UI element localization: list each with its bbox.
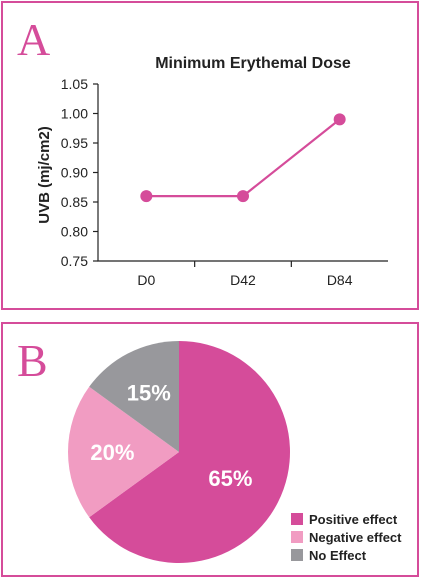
y-tick-label: 0.75 — [61, 253, 88, 269]
chart-title: Minimum Erythemal Dose — [155, 55, 351, 72]
legend-swatch — [291, 531, 303, 543]
pie-slice — [89, 341, 179, 452]
y-tick-label: 0.90 — [61, 165, 88, 181]
y-tick-label: 1.00 — [61, 106, 88, 122]
legend-label: Negative effect — [309, 529, 402, 545]
legend-item: Negative effect — [291, 528, 401, 546]
data-point — [333, 113, 346, 126]
panel-a-label: A — [17, 14, 51, 65]
x-tick-label: D0 — [137, 272, 155, 288]
panel-b-label: B — [17, 335, 48, 386]
legend-label: No Effect — [309, 547, 367, 563]
line-chart: Minimum Erythemal Dose UVB (mj/cm2) 0.75… — [36, 55, 388, 288]
y-tick-label: 0.80 — [61, 224, 88, 240]
series-line — [146, 118, 341, 198]
data-point — [237, 190, 249, 203]
x-tick-label: D84 — [327, 272, 353, 288]
y-tick-label: 1.05 — [61, 76, 88, 92]
legend-label: Positive effect — [309, 511, 398, 527]
pie-slice — [68, 386, 179, 518]
data-point — [140, 190, 153, 203]
pie-slice — [89, 341, 291, 563]
y-tick-label: 0.95 — [61, 135, 88, 151]
x-tick-label: D42 — [230, 272, 256, 288]
y-tick-label: 0.85 — [61, 194, 88, 210]
panel-b: B 65% 20% 15% Positive effect Negative effe… — [1, 322, 419, 577]
y-axis-label: UVB (mj/cm2) — [36, 126, 53, 224]
slice-label: 65% — [208, 466, 252, 491]
legend-item: No Effect — [291, 546, 401, 564]
panel-a: A Minimum Erythemal Dose UVB (mj/cm2) 0.… — [1, 1, 419, 310]
axes — [97, 84, 388, 262]
legend-item: Positive effect — [291, 510, 401, 528]
pie-chart: 65% 20% 15% — [68, 341, 291, 563]
slice-label: 20% — [90, 440, 134, 465]
slice-label: 15% — [127, 381, 171, 406]
legend-swatch — [291, 513, 303, 525]
pie-legend: Positive effect Negative effect No Effect — [291, 510, 401, 564]
legend-swatch — [291, 549, 303, 561]
